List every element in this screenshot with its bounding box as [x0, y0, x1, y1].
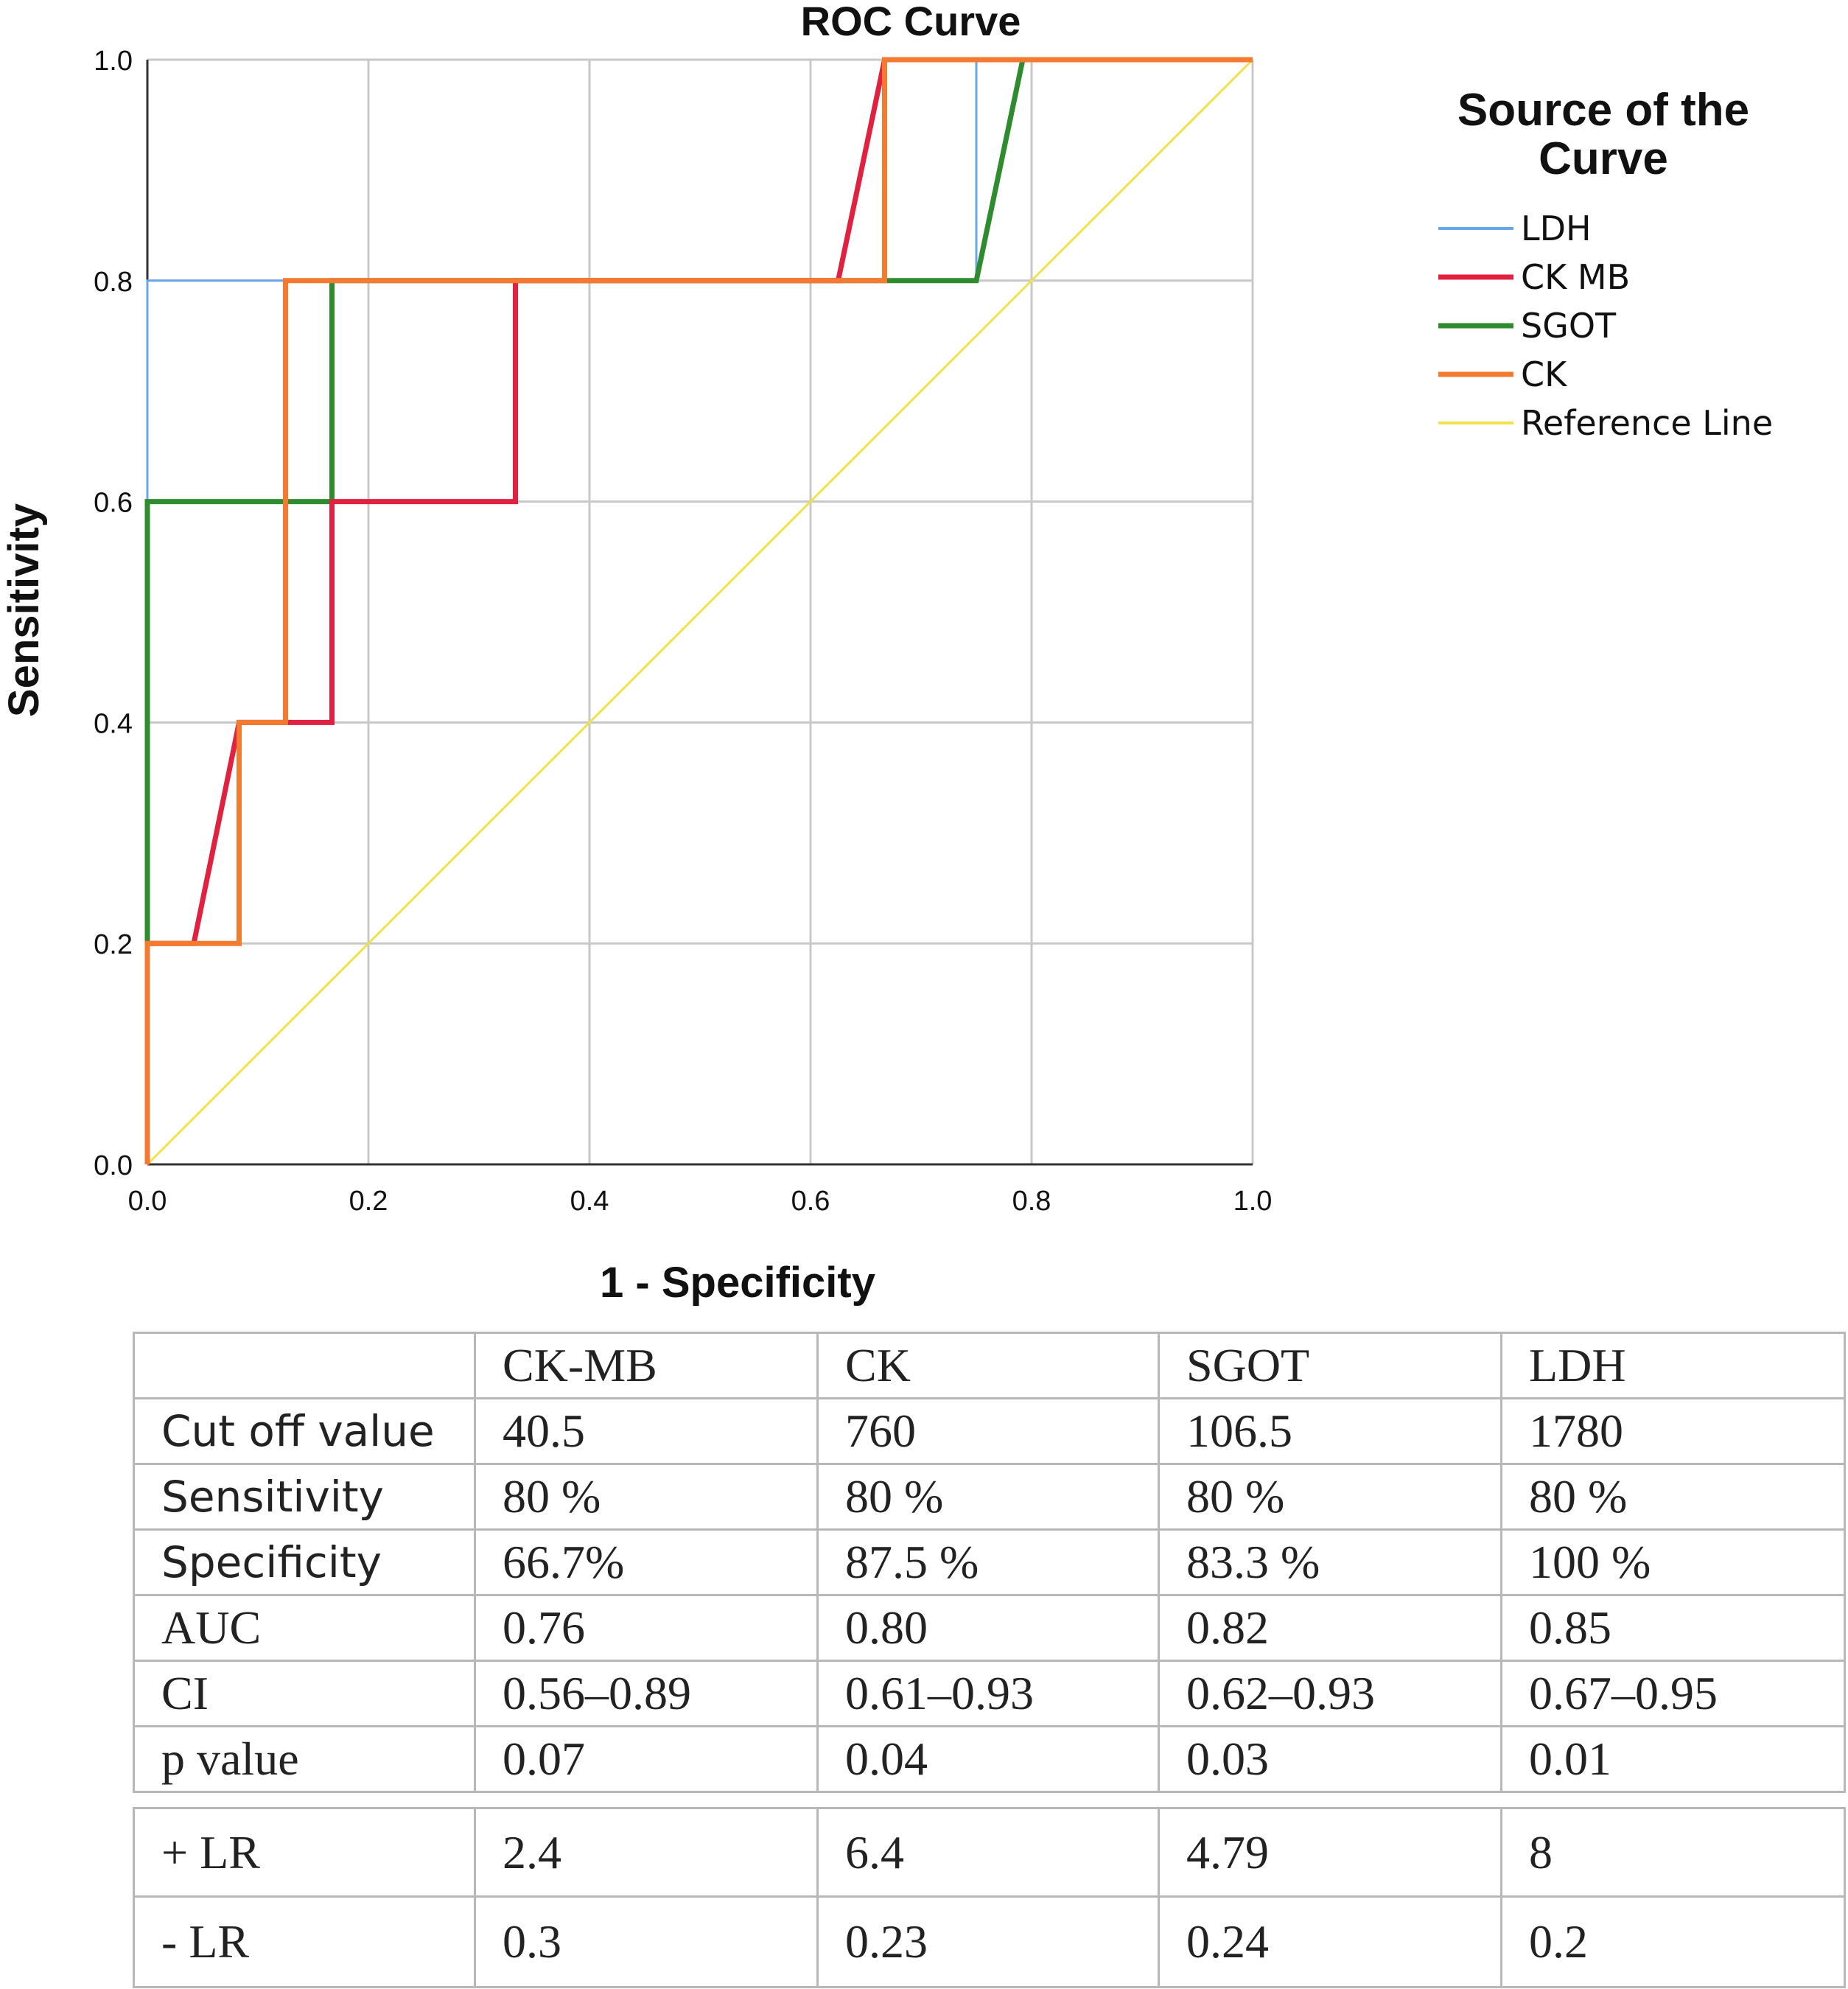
table-row: Cut off value 40.5 760 106.5 1780 [133, 1397, 1846, 1465]
row-label-cell: Specificity [133, 1528, 476, 1596]
table-cell: 4.79 [1158, 1807, 1502, 1898]
legend-title-line2: Curve [1539, 133, 1668, 184]
stats-table: CK-MB CK SGOT LDH Cut off value 40.5 760 106.5 1… [133, 1332, 1846, 1793]
y-tick-label: 0.8 [94, 267, 133, 298]
series-line-ck [144, 57, 1253, 1164]
x-tick-label: 0.8 [1012, 1186, 1051, 1217]
table-cell: CK [816, 1332, 1160, 1399]
table-row: Specificity 66.7% 87.5 % 83.3 % 100 % [133, 1528, 1846, 1596]
y-tick-label: 0.2 [94, 929, 133, 960]
table-cell: 80 % [1158, 1463, 1502, 1531]
table-cell: 0.23 [816, 1895, 1160, 1988]
table-header-row: CK-MB CK SGOT LDH [133, 1332, 1846, 1399]
y-tick-label: 0.0 [94, 1150, 133, 1181]
table-cell: 0.62–0.93 [1158, 1660, 1502, 1727]
table-cell: 0.67–0.95 [1500, 1660, 1846, 1727]
row-label-cell: Cut off value [133, 1397, 476, 1465]
table-cell: 8 [1500, 1807, 1846, 1898]
table-cell: SGOT [1158, 1332, 1502, 1399]
chart-title: ROC Curve [801, 0, 1021, 44]
tick-labels: 0.0 0.2 0.4 0.6 0.8 1.0 0.0 0.2 0.4 0.6 0.8 1.0 [94, 46, 1272, 1217]
row-label-cell: p value [133, 1725, 476, 1793]
table-cell: 0.2 [1500, 1895, 1846, 1988]
table-cell: 760 [816, 1397, 1160, 1465]
table-cell: 1780 [1500, 1397, 1846, 1465]
legend-title-line1: Source of the [1457, 85, 1749, 136]
table-cell: 0.03 [1158, 1725, 1502, 1793]
legend-label-ldh: LDH [1521, 209, 1592, 248]
table-cell: 106.5 [1158, 1397, 1502, 1465]
table-cell: 0.24 [1158, 1895, 1502, 1988]
table-cell: 6.4 [816, 1807, 1160, 1898]
table-cell: 100 % [1500, 1528, 1846, 1596]
table-cell: 0.61–0.93 [816, 1660, 1160, 1727]
table-cell: 80 % [1500, 1463, 1846, 1531]
legend: Source of the Curve LDH CK MB SGOT CK Refere… [1438, 85, 1773, 443]
legend-label-ck: CK [1521, 354, 1568, 394]
row-label-cell: AUC [133, 1594, 476, 1662]
table-cell: CK-MB [474, 1332, 819, 1399]
legend-label-ck-mb: CK MB [1521, 257, 1630, 297]
table-row: - LR 0.3 0.23 0.24 0.2 [133, 1895, 1846, 1988]
table-cell: 83.3 % [1158, 1528, 1502, 1596]
table-cell: 0.3 [474, 1895, 819, 1988]
table-cell: LDH [1500, 1332, 1846, 1399]
table-cell: 0.01 [1500, 1725, 1846, 1793]
likelihood-ratio-table: + LR 2.4 6.4 4.79 8- LR 0.3 0.23 0.24 0.2 [133, 1807, 1846, 1988]
table-cell: 0.04 [816, 1725, 1160, 1793]
table-cell: 80 % [474, 1463, 819, 1531]
table-cell: 0.82 [1158, 1594, 1502, 1662]
table-cell: 2.4 [474, 1807, 819, 1898]
y-tick-label: 0.6 [94, 488, 133, 519]
table-row: p value 0.07 0.04 0.03 0.01 [133, 1725, 1846, 1793]
table-cell: 40.5 [474, 1397, 819, 1465]
row-label-cell [133, 1332, 476, 1399]
series-lines [144, 57, 1254, 1166]
series-line-reference-line [146, 58, 1254, 1166]
roc-chart: ROC Curve 0.0 0.2 0.4 0.6 0.8 1.0 0.0 0.2 0.4 0.6… [0, 0, 1773, 1307]
x-tick-label: 0.6 [791, 1186, 830, 1217]
row-label-cell: Sensitivity [133, 1463, 476, 1531]
table-row: AUC 0.76 0.80 0.82 0.85 [133, 1594, 1846, 1662]
row-label-cell: - LR [133, 1895, 476, 1988]
table-row: + LR 2.4 6.4 4.79 8 [133, 1807, 1846, 1898]
y-tick-label: 0.4 [94, 708, 133, 739]
y-axis-label: Sensitivity [0, 503, 48, 717]
legend-label-sgot: SGOT [1521, 306, 1617, 346]
row-label-cell: CI [133, 1660, 476, 1727]
table-cell: 80 % [816, 1463, 1160, 1531]
x-tick-label: 0.2 [349, 1186, 388, 1217]
table-cell: 0.07 [474, 1725, 819, 1793]
row-label-cell: + LR [133, 1807, 476, 1898]
series-line-sgot [144, 57, 1253, 1164]
legend-label-reference-line: Reference Line [1521, 403, 1773, 443]
table-cell: 0.80 [816, 1594, 1160, 1662]
legend-items: LDH CK MB SGOT CK Reference Line [1438, 209, 1773, 443]
table-row: CI 0.56–0.89 0.61–0.93 0.62–0.93 0.67–0.95 [133, 1660, 1846, 1727]
table-row: Sensitivity 80 % 80 % 80 % 80 % [133, 1463, 1846, 1531]
table-cell: 0.56–0.89 [474, 1660, 819, 1727]
y-tick-label: 1.0 [94, 46, 133, 77]
x-axis-label: 1 - Specificity [600, 1259, 875, 1307]
x-tick-label: 0.4 [570, 1186, 609, 1217]
table-cell: 0.76 [474, 1594, 819, 1662]
x-tick-label: 1.0 [1233, 1186, 1273, 1217]
table-cell: 87.5 % [816, 1528, 1160, 1596]
x-tick-label: 0.0 [128, 1186, 167, 1217]
table-cell: 66.7% [474, 1528, 819, 1596]
table-cell: 0.85 [1500, 1594, 1846, 1662]
